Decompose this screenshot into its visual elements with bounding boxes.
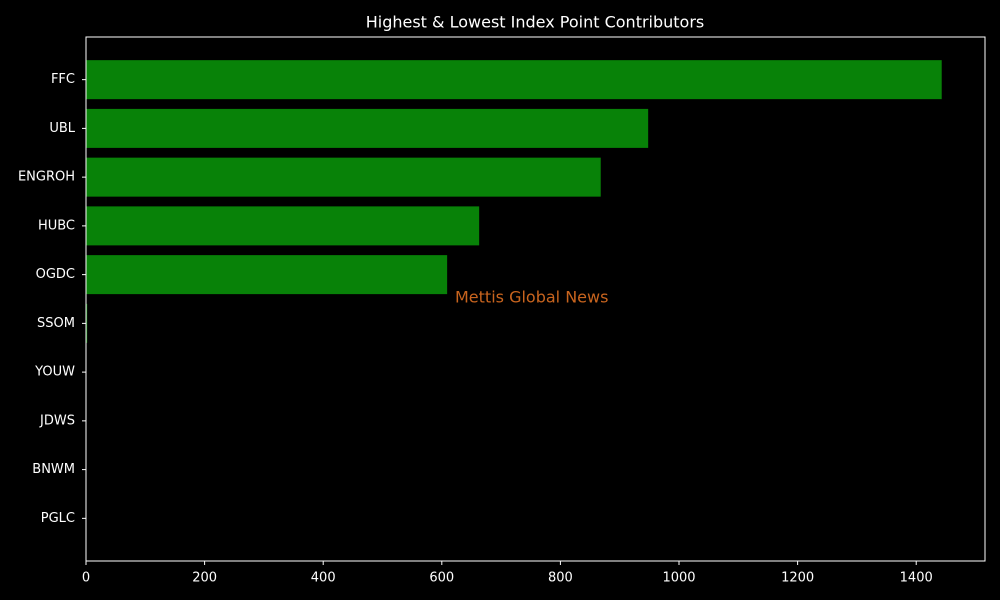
y-tick-label: UBL [49,121,75,136]
y-tick-label: HUBC [38,218,75,233]
x-tick-label: 600 [429,571,454,586]
y-tick-label: PGLC [41,511,75,526]
bar [86,60,942,100]
bar [86,108,649,148]
plot-frame [85,36,986,562]
bar [86,255,448,295]
bar [86,157,601,197]
x-tick-label: 200 [192,571,217,586]
x-tick-label: 1200 [781,571,814,586]
y-tick-label: FFC [51,72,75,87]
y-tick-label: YOUW [34,365,75,380]
y-tick-label: BNWM [32,462,75,477]
bar [86,303,88,343]
y-tick-label: SSOM [37,316,75,331]
x-tick-label: 0 [82,571,90,586]
x-tick-label: 1000 [662,571,695,586]
y-tick-label: OGDC [36,267,75,282]
x-tick-label: 400 [311,571,336,586]
x-tick-label: 800 [548,571,573,586]
chart-title: Highest & Lowest Index Point Contributor… [366,13,705,32]
watermark: Mettis Global News [455,288,608,307]
y-tick-label: ENGROH [18,170,75,185]
bar [86,206,480,246]
x-tick-label: 1400 [900,571,933,586]
y-tick-label: JDWS [39,413,75,428]
